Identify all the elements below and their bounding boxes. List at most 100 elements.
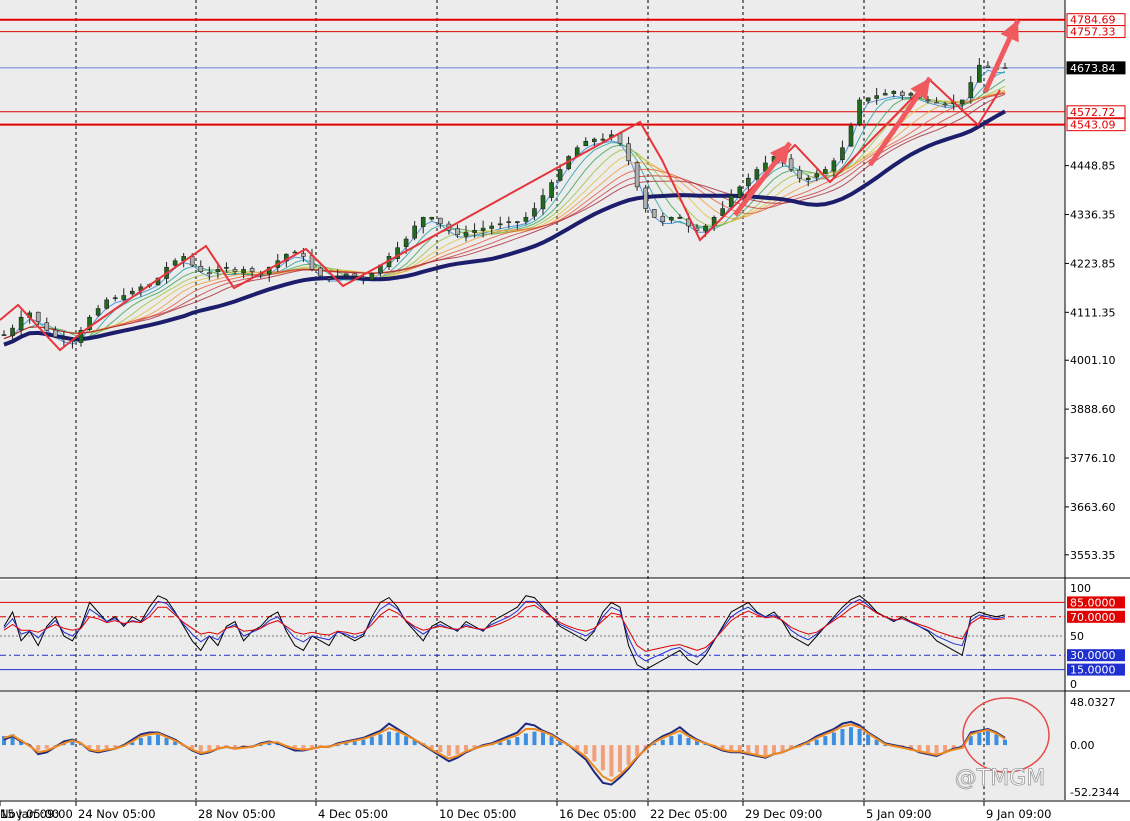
- candle-body: [874, 95, 879, 99]
- candle-body: [301, 253, 306, 257]
- macd-hist-bar: [10, 734, 15, 746]
- candle-body: [669, 216, 674, 221]
- osc-level-tag-label: 70.0000: [1070, 611, 1116, 624]
- candle-body: [53, 329, 58, 338]
- macd-hist-bar: [138, 737, 143, 746]
- macd-hist-bar: [455, 745, 460, 755]
- highlight-ellipse: [962, 697, 1050, 773]
- candle-body: [797, 169, 802, 179]
- trend-arrow-head: [769, 143, 790, 165]
- candle-body: [968, 82, 974, 99]
- time-tick-label: 29 Dec 09:00: [745, 807, 822, 821]
- candle-body: [557, 169, 563, 181]
- macd-hist-bar: [515, 737, 520, 746]
- macd-hist-bar: [677, 734, 682, 746]
- macd-hist-bar: [464, 745, 468, 751]
- macd-hist-bar: [695, 740, 699, 746]
- ribbon-ma-line: [3, 85, 1006, 340]
- candle-body: [857, 99, 862, 125]
- macd-hist-bar: [541, 732, 545, 746]
- candle-body: [420, 216, 426, 227]
- candle-body: [831, 160, 837, 172]
- macd-hist-bar: [429, 745, 434, 749]
- macd-hist-bar: [652, 743, 657, 746]
- level-tag-label: 4673.84: [1070, 62, 1116, 75]
- ribbon-ma-line: [3, 92, 1006, 340]
- candle-body: [207, 272, 212, 275]
- trendline-path: [0, 78, 1001, 352]
- candle-body: [840, 147, 845, 160]
- macd-hist-bar: [600, 745, 605, 771]
- candle-body: [523, 216, 529, 222]
- osc-level-tag-box: [1067, 610, 1125, 623]
- osc-level-tag-label: 15.0000: [1070, 664, 1116, 677]
- macd-hist-bar: [267, 743, 272, 746]
- ribbon-ma-line: [3, 93, 1006, 340]
- macd-hist-bar: [412, 739, 417, 746]
- macd-hist-bar: [446, 745, 451, 756]
- candle-body: [788, 158, 794, 170]
- candle-body: [754, 169, 760, 180]
- macd-hist-bar: [378, 734, 383, 746]
- level-tag-label: 4757.33: [1070, 26, 1116, 39]
- candle-body: [882, 93, 888, 96]
- macd-hist-bar: [763, 745, 768, 756]
- candle-body: [78, 329, 84, 343]
- candle-body: [326, 277, 332, 280]
- macd-hist-bar: [44, 745, 49, 749]
- macd-hist-bar: [301, 745, 306, 749]
- ribbon-ma-line: [3, 92, 1006, 340]
- panel-bg-3: [0, 692, 1065, 800]
- time-tick-label: 9 Jan 09:00: [986, 807, 1052, 821]
- candle-body: [18, 316, 24, 331]
- candle-body: [865, 97, 871, 102]
- macd-hist-bar: [532, 731, 537, 746]
- candle-body: [583, 140, 589, 147]
- macd-hist-bar: [198, 745, 203, 753]
- candle-body: [532, 208, 537, 217]
- macd-hist-bar: [994, 734, 999, 746]
- macd-hist-bar: [746, 745, 751, 753]
- candle-body: [506, 221, 512, 223]
- macd-hist-bar: [789, 745, 794, 749]
- time-tick-label: 5 Jan 09:00: [866, 807, 932, 821]
- candle-body: [10, 327, 15, 337]
- candle-body: [112, 297, 118, 299]
- candle-body: [728, 195, 734, 207]
- macd-hist-bar: [866, 734, 871, 746]
- macd-hist-bar: [369, 737, 374, 746]
- candle-body: [412, 225, 417, 239]
- candle-body: [720, 208, 725, 216]
- candle-body: [686, 218, 691, 227]
- macd-hist-bar: [147, 736, 152, 746]
- candle-body: [480, 227, 486, 231]
- macd-hist-bar: [258, 745, 263, 747]
- macd-hist-bar: [857, 728, 862, 746]
- candle-body: [130, 290, 135, 295]
- macd-hist-bar: [737, 745, 742, 751]
- candle-body: [198, 265, 204, 272]
- candle-body: [335, 275, 340, 278]
- candle-body: [395, 247, 400, 259]
- candle-body: [429, 216, 435, 220]
- candle-body: [232, 269, 238, 272]
- macd-hist-bar: [61, 744, 66, 746]
- macd-hist-bar: [823, 736, 828, 746]
- osc-series-line: [3, 602, 1006, 652]
- macd-hist-bar: [190, 745, 195, 749]
- macd-hist-bar: [438, 745, 443, 753]
- macd-hist-bar: [575, 745, 580, 750]
- macd-hist-bar: [36, 745, 41, 751]
- macd-hist-bar: [173, 741, 178, 746]
- price-tick-label: 3888.60: [1070, 403, 1116, 416]
- price-tick-label: 3553.35: [1070, 549, 1116, 562]
- slow-ma-line: [3, 109, 1006, 347]
- candle-body: [746, 177, 751, 187]
- macd-hist-bar: [968, 736, 973, 746]
- candle-body: [403, 238, 409, 247]
- macd-hist-bar: [883, 745, 888, 747]
- candle-body: [934, 101, 939, 104]
- candle-body: [1, 334, 7, 336]
- osc-tick-label: 100: [1070, 582, 1091, 595]
